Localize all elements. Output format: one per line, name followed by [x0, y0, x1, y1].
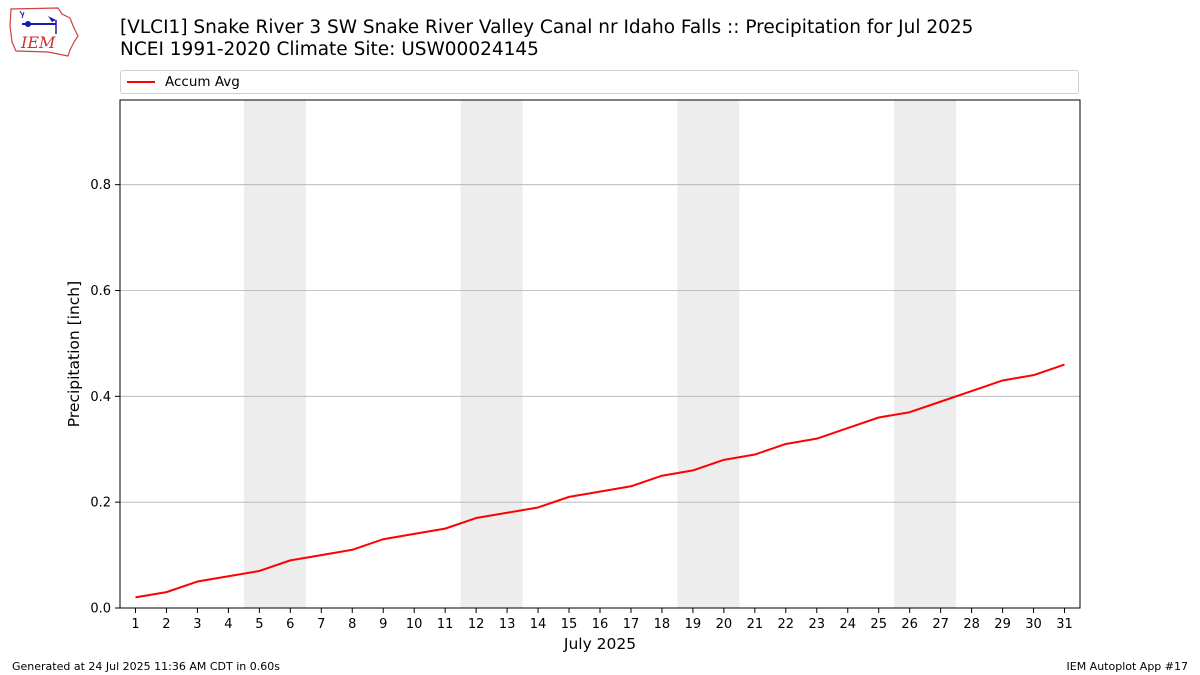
chart-title: [VLCI1] Snake River 3 SW Snake River Val…	[120, 17, 974, 38]
x-tick-label: 21	[747, 617, 764, 632]
data-point	[1064, 364, 1066, 366]
x-tick-label: 20	[716, 617, 733, 632]
x-tick-label: 27	[932, 617, 949, 632]
y-tick-label: 0.2	[90, 496, 111, 511]
data-point	[816, 438, 818, 440]
weekend-band	[894, 100, 957, 608]
x-axis-label: July 2025	[563, 635, 636, 653]
x-tick-label: 10	[406, 617, 423, 632]
weekend-band	[677, 100, 740, 608]
data-point	[289, 559, 291, 561]
data-point	[227, 575, 229, 577]
data-point	[785, 443, 787, 445]
x-tick-label: 11	[437, 617, 454, 632]
legend: Accum Avg	[120, 70, 1079, 94]
x-tick-label: 3	[193, 617, 201, 632]
x-tick-label: 7	[317, 617, 325, 632]
y-tick-label: 0.8	[90, 178, 111, 193]
x-tick-label: 29	[994, 617, 1011, 632]
x-tick-label: 31	[1056, 617, 1073, 632]
data-point	[382, 538, 384, 540]
x-tick-label: 6	[286, 617, 294, 632]
series-line-accum-avg	[135, 363, 1065, 599]
x-tick-label: 16	[592, 617, 609, 632]
data-point	[847, 427, 849, 429]
data-point	[506, 512, 508, 514]
data-point	[258, 570, 260, 572]
x-tick-label: 9	[379, 617, 387, 632]
x-tick-label: 8	[348, 617, 356, 632]
x-tick-label: 18	[654, 617, 671, 632]
data-point	[909, 411, 911, 413]
x-tick-label: 14	[530, 617, 547, 632]
y-axis-label: Precipitation [inch]	[65, 281, 83, 427]
x-tick-label: 25	[870, 617, 887, 632]
data-point	[971, 390, 973, 392]
x-tick-label: 5	[255, 617, 263, 632]
data-point	[1002, 379, 1004, 381]
weekend-band	[460, 100, 523, 608]
data-point	[568, 496, 570, 498]
data-point	[1033, 374, 1035, 376]
iem-logo: IEM	[9, 7, 79, 57]
x-tick-label: 4	[224, 617, 232, 632]
data-point	[940, 401, 942, 403]
data-point	[630, 485, 632, 487]
data-point	[351, 549, 353, 551]
x-tick-label: 23	[809, 617, 826, 632]
data-point	[444, 528, 446, 530]
x-tick-label: 13	[499, 617, 516, 632]
y-tick-label: 0.4	[90, 390, 111, 405]
footer-app: IEM Autoplot App #17	[1066, 660, 1189, 673]
weekend-band	[243, 100, 306, 608]
legend-line-accum-avg	[127, 81, 155, 83]
x-tick-label: 26	[901, 617, 918, 632]
data-point	[537, 506, 539, 508]
chart-subtitle: NCEI 1991-2020 Climate Site: USW00024145	[120, 39, 539, 60]
data-point	[165, 591, 167, 593]
data-point	[320, 554, 322, 556]
logo-text: IEM	[20, 33, 56, 52]
x-tick-label: 12	[468, 617, 485, 632]
data-point	[134, 596, 136, 598]
x-tick-label: 19	[685, 617, 702, 632]
data-point	[475, 517, 477, 519]
x-tick-label: 1	[131, 617, 139, 632]
data-point	[599, 491, 601, 493]
y-tick-label: 0.0	[90, 602, 111, 617]
data-point	[878, 417, 880, 419]
x-tick-label: 24	[839, 617, 856, 632]
footer-generated: Generated at 24 Jul 2025 11:36 AM CDT in…	[12, 660, 280, 673]
x-tick-label: 28	[963, 617, 980, 632]
data-point	[196, 581, 198, 583]
data-point	[754, 454, 756, 456]
x-tick-label: 22	[778, 617, 795, 632]
data-point	[692, 469, 694, 471]
y-tick-label: 0.6	[90, 284, 111, 299]
data-point	[661, 475, 663, 477]
data-point	[723, 459, 725, 461]
x-tick-label: 15	[561, 617, 578, 632]
x-tick-label: 30	[1025, 617, 1042, 632]
data-point	[413, 533, 415, 535]
x-tick-label: 17	[623, 617, 640, 632]
legend-label-accum-avg: Accum Avg	[165, 74, 240, 90]
x-tick-label: 2	[162, 617, 170, 632]
